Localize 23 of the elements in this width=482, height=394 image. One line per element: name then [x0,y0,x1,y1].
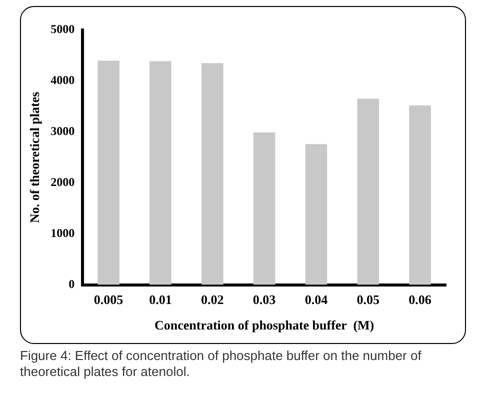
bar [409,105,431,285]
x-tick-label: 0.005 [94,292,124,307]
bar [150,61,172,285]
bar [201,63,224,285]
bar [98,60,120,285]
x-tick-label: 0.05 [356,292,380,307]
y-tick-label: 4000 [50,73,75,88]
x-axis-title: Concentration of phosphate buffer (M) [154,318,374,333]
bar [357,98,380,285]
x-tick-label: 0.01 [149,292,172,307]
bar [305,144,328,285]
y-tick-label: 3000 [50,124,75,138]
caption: Figure 4: Effect of concentration of phosphate buffer on the number of theoretical plates for atenolol. [20,348,422,380]
x-tick-label: 0.04 [304,292,328,307]
bar [253,132,276,285]
y-tick-label: 2000 [50,174,75,189]
x-tick-label: 0.03 [252,292,276,307]
x-tick-label: 0.06 [408,292,432,307]
y-tick-label: 1000 [50,226,75,240]
y-tick-label: 0 [68,276,75,291]
y-tick-label: 5000 [50,22,75,36]
y-axis-title: No. of theoretical plates [27,92,42,223]
x-tick-label: 0.02 [201,292,224,307]
